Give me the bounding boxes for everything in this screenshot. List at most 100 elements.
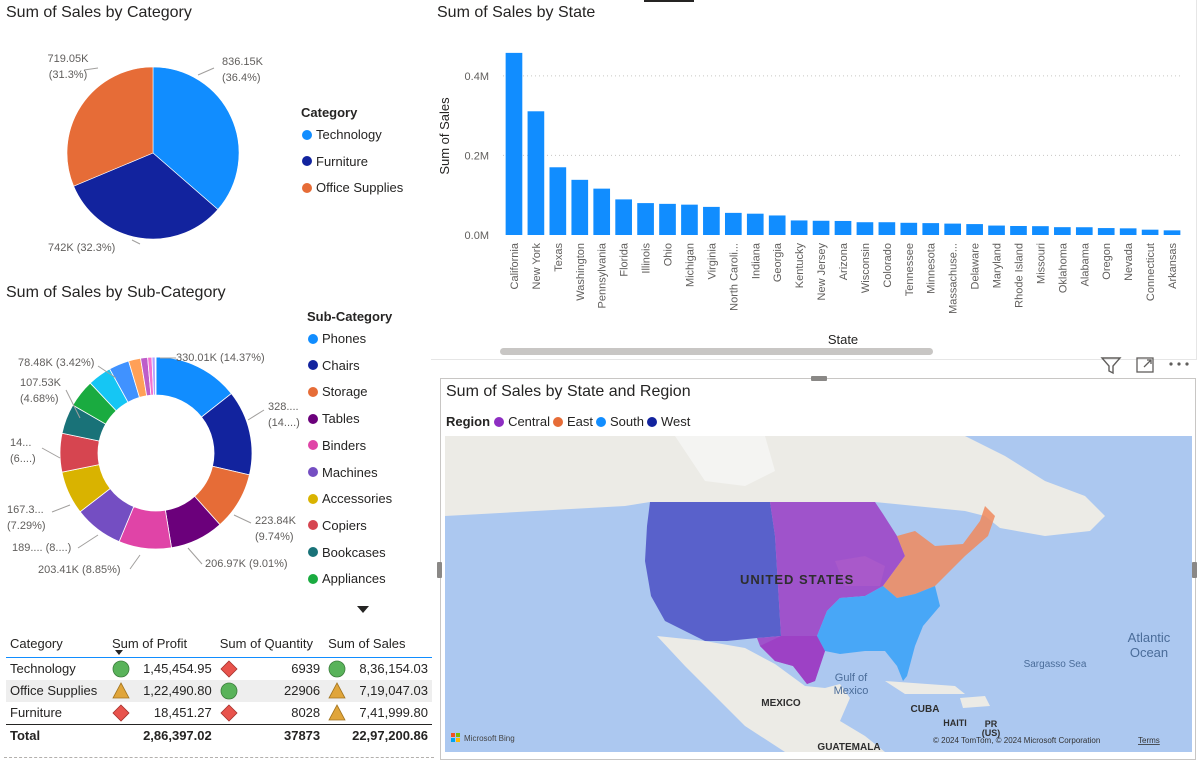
bar-arizona[interactable] <box>835 221 852 235</box>
legend-label: Tables <box>322 411 360 426</box>
bar-kentucky[interactable] <box>791 220 808 235</box>
bar-washington[interactable] <box>571 180 588 235</box>
legend-item-appliances[interactable]: Appliances <box>308 571 386 586</box>
bar-delaware[interactable] <box>966 224 983 235</box>
category-pie-chart[interactable]: 836.15K (36.4%) 742K (32.3%) 719.05K (31.3%) <box>0 30 300 260</box>
pie-leader-line <box>198 68 214 75</box>
resize-handle-top[interactable] <box>811 376 827 381</box>
table-row[interactable]: Furniture 18,451.27 8028 7,41,999.80 <box>6 702 432 725</box>
category-legend-title: Category <box>301 105 357 120</box>
legend-item-south[interactable]: South <box>596 414 644 429</box>
terms-link[interactable]: Terms <box>1138 736 1160 745</box>
bar-wisconsin[interactable] <box>857 222 874 235</box>
filter-icon[interactable] <box>1100 355 1122 375</box>
legend-label: Appliances <box>322 571 386 586</box>
resize-handle-right[interactable] <box>1192 562 1197 578</box>
legend-dot-icon <box>302 130 312 140</box>
bar-ohio[interactable] <box>659 204 676 235</box>
more-options-icon[interactable] <box>1168 360 1190 368</box>
bar-georgia[interactable] <box>769 215 786 235</box>
legend-item-bookcases[interactable]: Bookcases <box>308 545 386 560</box>
bar-oregon[interactable] <box>1098 228 1115 235</box>
legend-item-phones[interactable]: Phones <box>308 331 366 346</box>
bar-texas[interactable] <box>550 167 567 235</box>
row-quantity: 6939 <box>291 661 320 676</box>
sort-descending-icon[interactable] <box>115 650 123 655</box>
bar-chart-title: Sum of Sales by State <box>437 4 595 22</box>
horizontal-scrollbar[interactable] <box>500 348 933 355</box>
legend-scroll-down-icon[interactable] <box>357 606 369 614</box>
legend-item-furniture[interactable]: Furniture <box>302 154 368 169</box>
legend-item-tables[interactable]: Tables <box>308 411 360 426</box>
donut-slice-fasteners[interactable] <box>155 357 156 395</box>
bar-pennsylvania[interactable] <box>593 189 610 235</box>
legend-dot-icon <box>308 414 318 424</box>
row-category: Furniture <box>6 702 108 725</box>
country-label: UNITED STATES <box>740 572 854 587</box>
header-sum-of-quantity[interactable]: Sum of Quantity <box>216 631 324 657</box>
bar-new-jersey[interactable] <box>813 221 830 235</box>
row-profit: 18,451.27 <box>154 705 212 720</box>
hispaniola-landmass <box>960 696 990 708</box>
legend-item-technology[interactable]: Technology <box>302 127 382 142</box>
visual-drag-handle[interactable] <box>644 0 694 2</box>
x-tick-label: Georgia <box>772 242 784 282</box>
bar-michigan[interactable] <box>681 205 698 235</box>
bar-colorado[interactable] <box>879 222 896 235</box>
legend-item-storage[interactable]: Storage <box>308 384 368 399</box>
x-tick-label: Ohio <box>663 243 675 266</box>
header-sum-of-profit[interactable]: Sum of Profit <box>108 631 216 657</box>
pie-data-label: (31.3%) <box>49 69 88 81</box>
legend-item-east[interactable]: East <box>553 414 593 429</box>
legend-item-west[interactable]: West <box>647 414 690 429</box>
bar-california[interactable] <box>506 53 523 235</box>
bar-virginia[interactable] <box>703 207 720 235</box>
state-bar-chart[interactable]: 0.0M 0.2M 0.4M California New York Texas Washi… <box>431 30 1191 350</box>
legend-dot-icon <box>553 417 563 427</box>
bar-north-carolina[interactable] <box>725 213 742 235</box>
donut-data-label-pct: (14....) <box>268 417 300 429</box>
bar-tennessee[interactable] <box>900 223 917 235</box>
bar-maryland[interactable] <box>988 226 1005 235</box>
bar-new-york[interactable] <box>528 111 545 235</box>
legend-dot-icon <box>308 520 318 530</box>
table-row[interactable]: Technology 1,45,454.95 6939 8,36,154.03 <box>6 657 432 680</box>
bar-alabama[interactable] <box>1076 227 1093 235</box>
bar-indiana[interactable] <box>747 214 764 235</box>
pie-data-label: 836.15K <box>222 56 264 68</box>
bar-massachusetts[interactable] <box>944 224 961 235</box>
bar-minnesota[interactable] <box>922 223 939 235</box>
bar-arkansas[interactable] <box>1164 230 1181 235</box>
bar-missouri[interactable] <box>1032 226 1049 235</box>
mexico-water-label: Mexico <box>834 685 869 697</box>
legend-item-binders[interactable]: Binders <box>308 438 366 453</box>
subcategory-donut-chart[interactable]: 330.01K (14.37%) 328.... (14....) 223.84K (9… <box>0 340 305 585</box>
header-category[interactable]: Category <box>6 631 108 657</box>
total-quantity: 37873 <box>216 724 324 747</box>
legend-item-office-supplies[interactable]: Office Supplies <box>302 180 403 195</box>
red-diamond-icon <box>220 704 238 722</box>
bar-florida[interactable] <box>615 199 632 235</box>
x-tick-label: California <box>509 242 521 289</box>
bing-attribution: Microsoft Bing <box>464 734 515 743</box>
sargasso-sea-label: Sargasso Sea <box>1024 659 1087 670</box>
total-sales: 22,97,200.86 <box>324 724 432 747</box>
bar-rhode-island[interactable] <box>1010 226 1027 235</box>
legend-item-copiers[interactable]: Copiers <box>308 518 367 533</box>
legend-label: Copiers <box>322 518 367 533</box>
bar-illinois[interactable] <box>637 203 654 235</box>
legend-item-chairs[interactable]: Chairs <box>308 358 360 373</box>
legend-item-central[interactable]: Central <box>494 414 550 429</box>
bar-connecticut[interactable] <box>1142 230 1159 235</box>
bar-nevada[interactable] <box>1120 228 1137 235</box>
bar-oklahoma[interactable] <box>1054 227 1071 235</box>
legend-item-accessories[interactable]: Accessories <box>308 491 392 506</box>
matrix-bottom-border <box>4 757 434 758</box>
header-sum-of-sales[interactable]: Sum of Sales <box>324 631 432 657</box>
focus-mode-icon[interactable] <box>1136 356 1156 374</box>
map-canvas[interactable]: UNITED STATES Atlantic Ocean Sargasso Se… <box>445 436 1192 752</box>
resize-handle-left[interactable] <box>437 562 442 578</box>
table-row[interactable]: Office Supplies 1,22,490.80 22906 7,19,047.… <box>6 680 432 702</box>
legend-item-machines[interactable]: Machines <box>308 465 378 480</box>
donut-leader-line <box>188 548 202 564</box>
